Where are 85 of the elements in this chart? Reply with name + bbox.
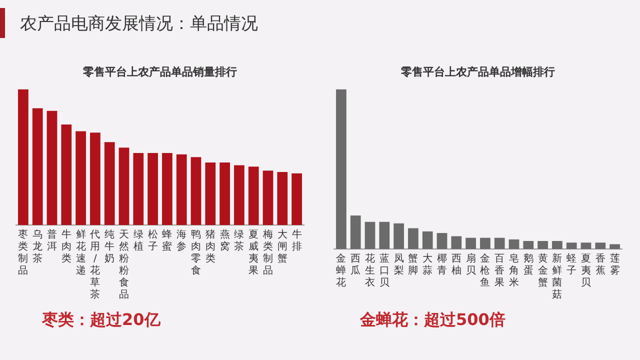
x-tick-label: 夏威夷果 bbox=[248, 230, 259, 277]
x-tick-label: 凤梨 bbox=[394, 254, 404, 277]
bar bbox=[148, 153, 158, 225]
x-tick-label: 普洱 bbox=[47, 228, 57, 253]
bar bbox=[494, 238, 505, 249]
bar bbox=[176, 154, 187, 225]
bar bbox=[595, 242, 606, 249]
x-tick-label: 香蕉 bbox=[595, 252, 606, 277]
bar bbox=[610, 244, 620, 249]
bar bbox=[538, 241, 548, 249]
x-tick-label: 西瓜 bbox=[350, 254, 361, 277]
x-tick-label: 花生衣 bbox=[365, 252, 375, 289]
bar bbox=[234, 165, 244, 225]
x-tick-label: 代用/花草茶 bbox=[89, 230, 100, 301]
x-tick-label: 牛排 bbox=[292, 228, 302, 253]
x-tick-label: 西柚 bbox=[451, 254, 462, 277]
x-tick-label: 椰青 bbox=[437, 252, 447, 277]
x-tick-label: 纯牛奶 bbox=[104, 228, 115, 265]
x-tick-label: 大闸蟹 bbox=[277, 228, 288, 265]
x-tick-label: 牛肉类 bbox=[61, 228, 72, 265]
bar bbox=[248, 166, 259, 225]
bar bbox=[336, 89, 346, 249]
bar bbox=[133, 153, 144, 225]
bar bbox=[350, 215, 361, 249]
bar bbox=[566, 242, 577, 249]
x-tick-label: 莲雾 bbox=[610, 252, 620, 277]
x-tick-label: 新鲜菌菇 bbox=[552, 252, 562, 301]
x-tick-label: 松子 bbox=[148, 228, 158, 253]
x-tick-label: 金枪鱼 bbox=[480, 252, 490, 289]
x-tick-label: 天然粉粉食品 bbox=[119, 230, 129, 301]
x-tick-label: 百香果 bbox=[494, 254, 505, 289]
bar bbox=[76, 131, 86, 225]
text: 枣类：超过20亿 bbox=[42, 310, 162, 331]
x-tick-label: 皂角米 bbox=[509, 252, 519, 289]
bar bbox=[32, 108, 43, 225]
bar bbox=[508, 239, 520, 249]
bar bbox=[466, 238, 476, 249]
x-tick-label: 蟹脚 bbox=[408, 252, 418, 277]
x-tick-label: 夏夷贝 bbox=[581, 254, 591, 289]
bar bbox=[61, 124, 72, 225]
bar bbox=[118, 148, 130, 225]
x-tick-label: 猪肉类 bbox=[205, 228, 216, 265]
bar bbox=[277, 172, 288, 225]
bar bbox=[104, 142, 115, 225]
bar bbox=[523, 241, 534, 249]
bar bbox=[205, 162, 216, 225]
bar bbox=[220, 162, 230, 225]
x-tick-label: 梅类制品 bbox=[262, 228, 273, 277]
bar bbox=[190, 157, 202, 225]
x-tick-label: 乌龙茶 bbox=[32, 228, 43, 265]
x-tick-label: 鲜花速递 bbox=[76, 228, 86, 277]
bar bbox=[580, 242, 592, 249]
x-tick-label: 大蒜 bbox=[422, 252, 433, 277]
bar bbox=[46, 110, 58, 225]
x-tick-label: 黄金蟹 bbox=[538, 252, 548, 289]
text: 金蝉花：超过500倍 bbox=[360, 310, 506, 331]
x-tick-label: 蜂蜜 bbox=[162, 228, 172, 253]
bar bbox=[436, 233, 448, 249]
x-tick-label: 枣类制品 bbox=[18, 228, 28, 277]
bar bbox=[364, 222, 376, 249]
bar bbox=[262, 170, 274, 225]
x-tick-label: 绿植 bbox=[133, 230, 144, 253]
x-tick-label: 燕窝 bbox=[220, 228, 230, 253]
bar bbox=[379, 222, 390, 249]
bar bbox=[162, 153, 172, 225]
x-tick-label: 扇贝 bbox=[466, 252, 476, 277]
x-tick-label: 蛏子 bbox=[566, 252, 577, 277]
x-tick-label: 鸭肉零食 bbox=[191, 230, 201, 277]
bar bbox=[451, 236, 462, 249]
text: 农产品电商发展情况：单品情况 bbox=[20, 13, 258, 35]
x-tick-label: 鹅蛋 bbox=[523, 252, 534, 277]
bar bbox=[422, 231, 433, 249]
x-tick-label: 海参 bbox=[176, 228, 187, 253]
bar bbox=[394, 223, 404, 249]
x-tick-label: 金蝉花 bbox=[336, 252, 346, 289]
chart-title: 零售平台上农产品单品增幅排行 bbox=[400, 65, 555, 78]
x-tick-label: 绿茶 bbox=[234, 230, 244, 253]
bar bbox=[18, 89, 28, 225]
x-tick-label: 蓝口贝 bbox=[379, 252, 390, 289]
chart-title: 零售平台上农产品单品销量排行 bbox=[82, 65, 237, 78]
bar bbox=[292, 173, 302, 225]
bar bbox=[90, 132, 100, 225]
bar bbox=[480, 238, 490, 249]
bar bbox=[408, 228, 418, 249]
bar bbox=[552, 241, 562, 249]
